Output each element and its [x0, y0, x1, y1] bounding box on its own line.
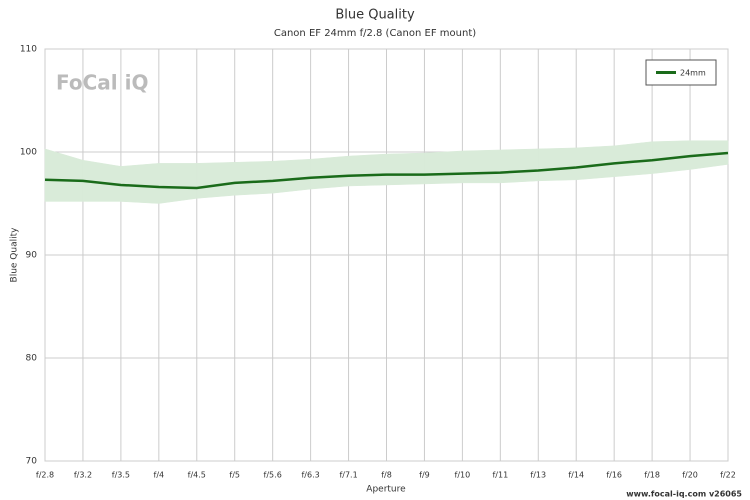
- x-tick-label: f/2.8: [36, 471, 54, 480]
- chart-title: Blue Quality: [335, 8, 415, 23]
- x-tick-label: f/22: [720, 471, 736, 480]
- x-tick-label: f/5.6: [264, 471, 282, 480]
- range-band: [500, 148, 539, 184]
- range-band: [462, 149, 501, 184]
- y-tick-label: 100: [20, 148, 37, 158]
- y-tick-label: 110: [20, 45, 37, 55]
- x-tick-label: f/16: [606, 471, 622, 480]
- x-tick-label: f/13: [530, 471, 546, 480]
- x-tick-label: f/14: [568, 471, 584, 480]
- series-line: [44, 151, 729, 190]
- y-tick-label: 70: [26, 457, 38, 467]
- range-band: [158, 163, 198, 204]
- x-tick-label: f/11: [492, 471, 508, 480]
- x-tick-label: f/3.2: [74, 471, 92, 480]
- x-tick-label: f/6.3: [301, 471, 319, 480]
- x-tick-label: f/4: [154, 471, 165, 480]
- logo: FoCal iQ: [56, 71, 148, 95]
- range-band: [424, 150, 463, 185]
- range-band: [386, 152, 425, 186]
- y-axis-label: Blue Quality: [10, 227, 20, 283]
- x-tick-label: f/20: [682, 471, 698, 480]
- y-tick-label: 80: [26, 354, 38, 364]
- legend-label: 24mm: [680, 69, 706, 78]
- x-tick-label: f/8: [381, 471, 392, 480]
- x-tick-label: f/5: [229, 471, 240, 480]
- x-tick-label: f/18: [644, 471, 660, 480]
- x-axis-label: Aperture: [366, 485, 406, 495]
- range-band: [613, 141, 653, 177]
- x-tick-label: f/4.5: [188, 471, 206, 480]
- x-tick-label: f/7.1: [339, 471, 357, 480]
- chart-subtitle: Canon EF 24mm f/2.8 (Canon EF mount): [274, 28, 476, 39]
- range-band: [120, 163, 160, 204]
- range-band: [234, 161, 273, 196]
- range-band: [272, 158, 311, 194]
- footer: www.focal-iq.com v26065: [626, 490, 742, 499]
- range-band: [538, 147, 577, 182]
- x-tick-label: f/3.5: [112, 471, 130, 480]
- range-band: [348, 153, 387, 187]
- x-tick-label: f/10: [455, 471, 471, 480]
- y-tick-label: 90: [26, 251, 38, 261]
- range-band: [196, 162, 235, 199]
- range-band: [310, 155, 349, 190]
- x-tick-label: f/9: [419, 471, 430, 480]
